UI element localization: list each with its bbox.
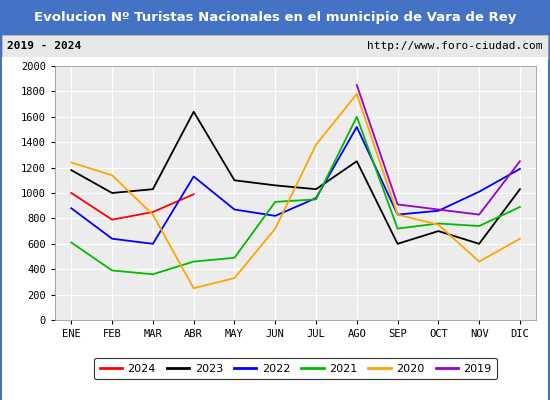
Legend: 2024, 2023, 2022, 2021, 2020, 2019: 2024, 2023, 2022, 2021, 2020, 2019 — [94, 358, 497, 379]
Text: Evolucion Nº Turistas Nacionales en el municipio de Vara de Rey: Evolucion Nº Turistas Nacionales en el m… — [34, 10, 516, 24]
Text: http://www.foro-ciudad.com: http://www.foro-ciudad.com — [367, 41, 543, 51]
Text: 2019 - 2024: 2019 - 2024 — [7, 41, 81, 51]
